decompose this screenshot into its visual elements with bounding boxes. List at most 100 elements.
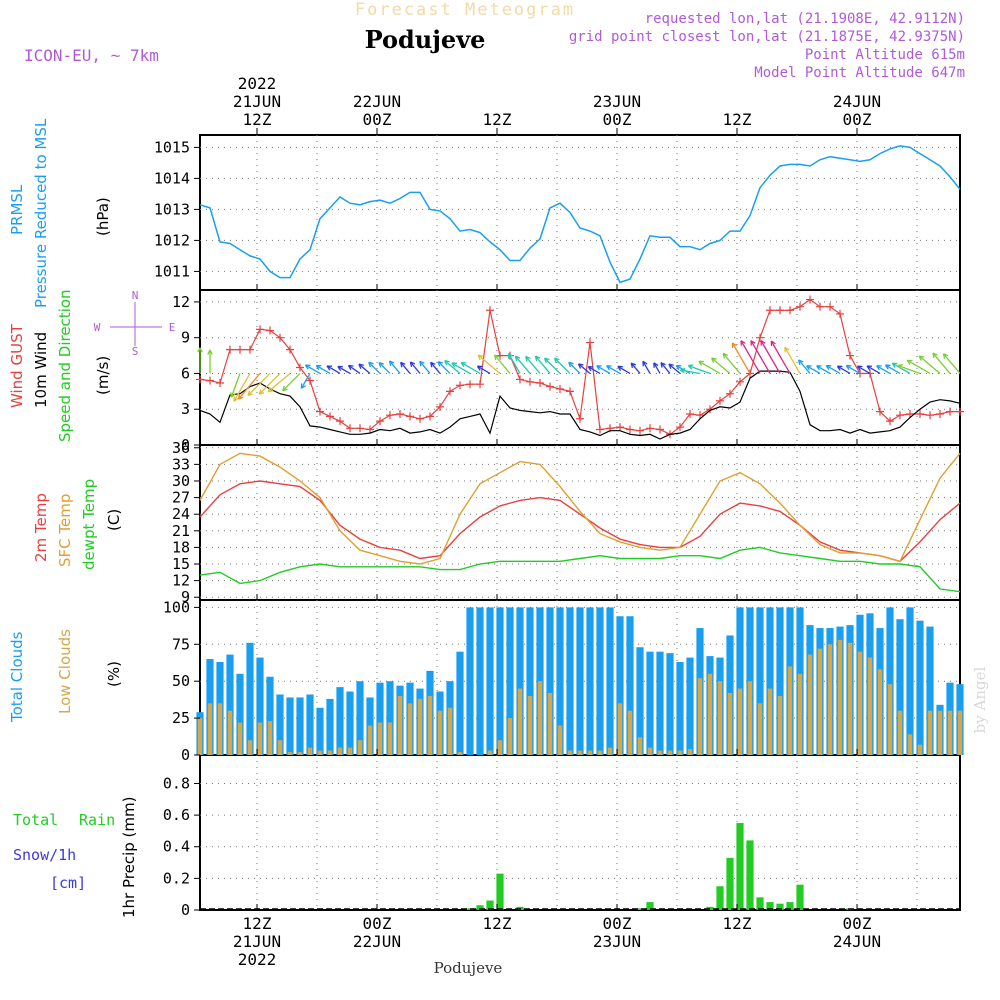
wind-arrow-head — [942, 353, 949, 359]
wind-arrow-head — [493, 354, 500, 361]
total-cloud-bar — [306, 694, 314, 755]
low-cloud-bar — [327, 750, 333, 755]
precip-bar — [716, 886, 724, 910]
wind-arrow-head — [836, 365, 843, 371]
wind-direction-arrow — [305, 364, 321, 375]
wind-direction-arrow — [348, 364, 361, 374]
total-cloud-bar — [466, 607, 474, 755]
wind-arrow-head — [419, 360, 425, 367]
pressure-ytick-label: 1015 — [154, 138, 190, 156]
total-cloud-bar — [546, 607, 554, 755]
wind-arrow-head — [400, 361, 406, 368]
wind-direction-arrow — [876, 365, 891, 375]
low-cloud-bar — [237, 722, 243, 755]
wind-direction-arrow — [451, 362, 471, 375]
bottom-time-label: 22JUN — [353, 932, 401, 951]
wind-direction-arrow — [233, 373, 251, 402]
total-cloud-bar — [776, 607, 784, 755]
wind-direction-arrow — [578, 363, 591, 374]
chart-title: Forecast Meteogram — [355, 0, 575, 20]
wind-direction-arrow — [740, 340, 761, 374]
wind-direction-arrow — [437, 361, 451, 374]
low-cloud-bar — [647, 747, 653, 755]
wind-direction-arrow — [731, 342, 751, 374]
low-cloud-bar — [227, 710, 233, 755]
wind-direction-arrow — [267, 372, 291, 393]
total-cloud-bar — [896, 619, 904, 755]
precip-ytick-label: 0.2 — [163, 869, 190, 887]
wind-arrow-head — [534, 355, 541, 362]
wind-gust-point — [536, 379, 544, 387]
wind-arrow-head — [230, 392, 236, 398]
wind-direction-arrow — [368, 361, 381, 374]
low-cloud-bar — [527, 695, 533, 755]
low-cloud-bar — [707, 673, 713, 755]
wind-direction-arrow — [760, 340, 781, 374]
precip-bar — [776, 903, 784, 910]
total-cloud-bar — [906, 607, 914, 755]
low-cloud-bar — [797, 673, 803, 755]
wind-direction-arrow — [596, 365, 611, 375]
wind-gust-point — [216, 379, 224, 387]
top-time-label: 00Z — [603, 110, 632, 129]
low-cloud-bar — [747, 681, 753, 755]
wind-arrow-head — [711, 357, 717, 363]
low-cloud-bar — [817, 648, 823, 755]
precip-rain-label: Rain — [79, 811, 115, 829]
total-cloud-bar — [736, 607, 744, 755]
temp-ytick-label: 18 — [172, 538, 190, 556]
precip-total-label: Total — [13, 811, 58, 829]
wind-direction-arrow — [514, 355, 531, 374]
low-cloud-bar — [547, 693, 553, 755]
wind-direction-arrow — [806, 365, 821, 375]
wind-arrow-head — [337, 365, 343, 371]
low-cloud-bar — [877, 669, 883, 755]
panel-frames — [199, 134, 961, 911]
low-cloud-bar — [507, 718, 513, 755]
low-cloud-bar — [887, 684, 893, 755]
total-cloud-bar — [606, 607, 614, 755]
low-cloud-bar — [827, 644, 833, 755]
low-cloud-bar — [847, 642, 853, 755]
total-cloud-bar — [566, 607, 574, 755]
low-cloud-bar — [557, 725, 563, 755]
wind-arrow-head — [596, 365, 602, 371]
wind-gust-point — [566, 387, 574, 396]
wind-arrow-head — [544, 357, 550, 364]
wind-arrow-head — [675, 364, 682, 371]
precip-cm-label: [cm] — [50, 874, 86, 892]
top-time-label: 12Z — [483, 110, 512, 129]
wind-arrow-head — [816, 365, 822, 371]
low-cloud-bar — [907, 734, 913, 755]
compass-w: W — [94, 321, 101, 334]
low-cloud-bar — [347, 747, 353, 755]
wind-arrow-head — [932, 352, 938, 359]
chart-marks — [196, 145, 964, 910]
low-cloud-bar — [427, 695, 433, 755]
low-cloud-bar — [217, 703, 223, 755]
wind-gust-point — [596, 425, 604, 434]
compass-n: N — [132, 289, 139, 302]
low-cloud-bar — [337, 747, 343, 755]
wind-direction-arrow — [932, 352, 951, 374]
temp-sfc-label: SFC Temp — [56, 494, 74, 567]
precip-bar — [746, 840, 754, 910]
wind-direction-arrow — [587, 366, 601, 375]
wind-arrow-head — [476, 365, 483, 371]
wind-direction-arrow — [258, 373, 281, 395]
low-cloud-bar — [667, 750, 673, 755]
precip-bar — [486, 900, 494, 910]
bottom-time-label: 21JUN — [233, 932, 281, 951]
total-cloud-bar — [666, 653, 674, 755]
precip-snow-label: Snow/1h — [13, 846, 76, 864]
wind-gust-point — [466, 380, 474, 389]
wind-arrow-head — [507, 352, 514, 359]
wind-arrow-head — [477, 354, 484, 361]
low-cloud-bar — [357, 740, 363, 755]
low-cloud-bar — [377, 722, 383, 755]
wind-arrow-head — [750, 340, 756, 346]
wind-arrow-head — [282, 385, 288, 392]
wind-arrow-head — [233, 396, 239, 402]
wind-arrow-head — [368, 361, 374, 368]
wind-direction-arrow — [389, 360, 401, 374]
